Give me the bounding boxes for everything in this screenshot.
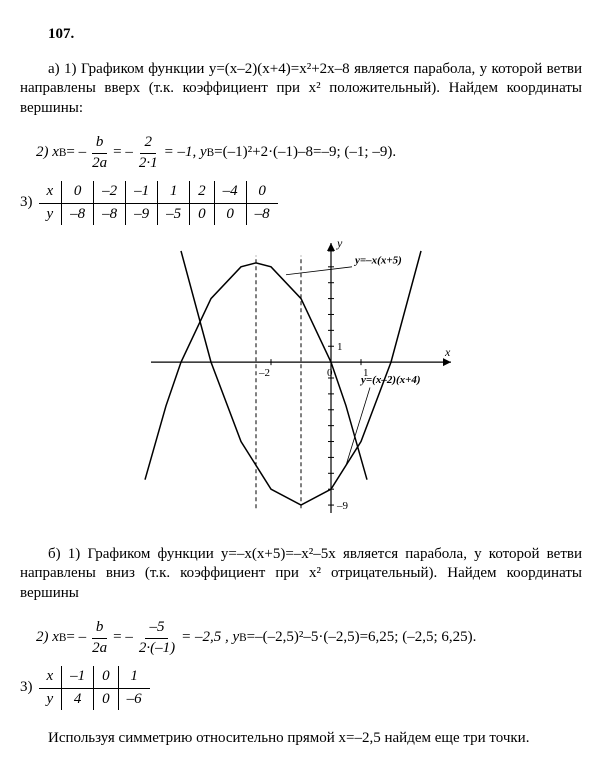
fracB1: b 2a xyxy=(88,618,111,658)
fracB2: –5 2·(–1) xyxy=(135,618,179,658)
partB-item3-label: 3) xyxy=(20,678,33,698)
fracB2d: 2·(–1) xyxy=(135,639,179,659)
fracA2n: 2 xyxy=(140,133,156,154)
tailB2: =–(–2,5)²–5·(–2,5)=6,25; (–2,5; 6,25). xyxy=(247,628,477,648)
fracA2d: 2·1 xyxy=(135,154,162,174)
svg-text:x: x xyxy=(444,345,451,359)
eqB1: = – xyxy=(66,628,86,648)
eqB2: = – xyxy=(113,628,133,648)
tailB1: = –2,5 , y xyxy=(181,628,239,648)
partB-table: x–101y40–6 xyxy=(39,666,150,710)
subA: В xyxy=(59,146,67,161)
xa: 2) x xyxy=(36,143,59,163)
xb: 2) x xyxy=(36,628,59,648)
svg-text:y=(x–2)(x+4): y=(x–2)(x+4) xyxy=(359,374,421,386)
eqA1: = – xyxy=(66,143,86,163)
fracB1d: 2a xyxy=(88,639,111,659)
tailA2: =(–1)²+2·(–1)–8=–9; (–1; –9). xyxy=(214,143,396,163)
partB-item1: б) 1) Графиком функции y=–x(x+5)=–x²–5x … xyxy=(20,545,582,604)
fracA2: 2 2·1 xyxy=(135,133,162,173)
subB: В xyxy=(59,631,67,646)
tailA1: = –1, y xyxy=(164,143,207,163)
svg-text:1: 1 xyxy=(337,341,343,353)
svg-text:–9: –9 xyxy=(336,500,349,512)
partA-table: x0–2–112–40y–8–8–9–500–8 xyxy=(39,181,278,225)
partA-formula: 2) xВ = – b 2a = – 2 2·1 = –1, yВ =(–1)²… xyxy=(36,133,582,173)
subA2: В xyxy=(207,146,215,161)
eqA2: = – xyxy=(113,143,133,163)
partA-item3-label: 3) xyxy=(20,193,33,213)
fracA1n: b xyxy=(92,133,108,154)
fracB2n: –5 xyxy=(145,618,168,639)
fracB1n: b xyxy=(92,618,108,639)
partB-formula: 2) xВ = – b 2a = – –5 2·(–1) = –2,5 , yВ… xyxy=(36,618,582,658)
chart: xy–2011–9y=–x(x+5)y=(x–2)(x+4) xyxy=(20,233,582,530)
svg-text:–2: –2 xyxy=(258,367,270,379)
partA-item1: а) 1) Графиком функции y=(x–2)(x+4)=x²+2… xyxy=(20,60,582,119)
svg-text:y: y xyxy=(336,236,343,250)
partB-footer: Используя симметрию относительно прямой … xyxy=(20,729,582,749)
subB2: В xyxy=(239,631,247,646)
svg-text:0: 0 xyxy=(327,367,333,379)
svg-text:y=–x(x+5): y=–x(x+5) xyxy=(353,255,402,267)
fracA1d: 2a xyxy=(88,154,111,174)
problem-number: 107. xyxy=(48,26,74,42)
fracA1: b 2a xyxy=(88,133,111,173)
